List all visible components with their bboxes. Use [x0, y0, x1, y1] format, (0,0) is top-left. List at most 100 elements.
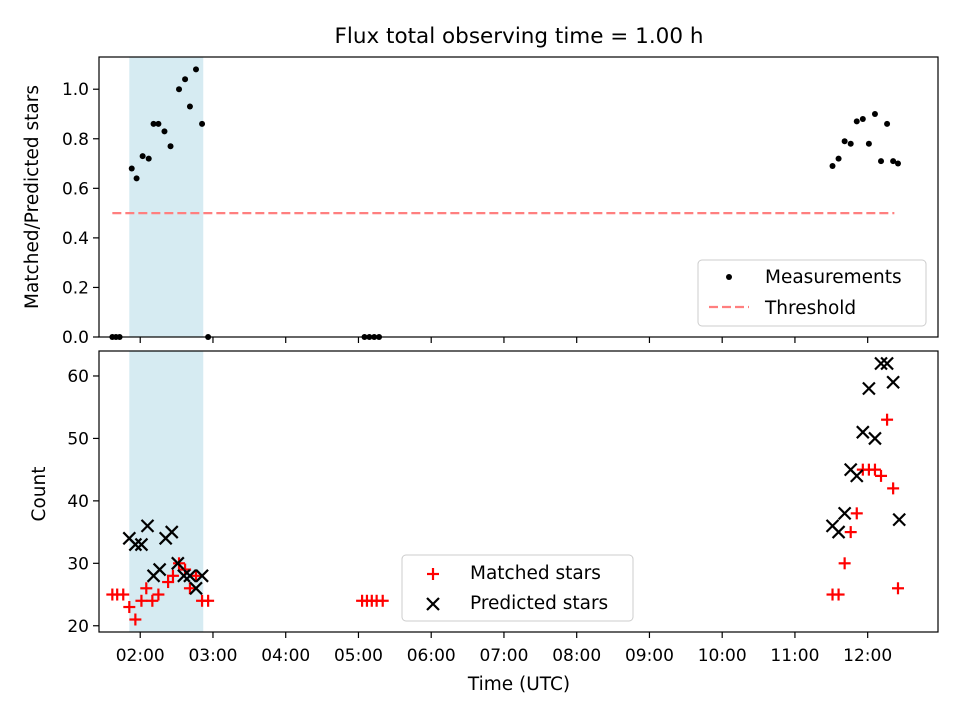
bottom-x-tick-label: 08:00	[552, 646, 601, 666]
matched-point	[129, 613, 142, 626]
matched-point	[838, 557, 851, 570]
matched-point	[183, 582, 196, 595]
bottom-panel: 20 30 40 50 60 02:00 03:00 04:00 05:00 06:00 07:0…	[29, 350, 939, 695]
predicted-point	[886, 375, 900, 390]
predicted-point	[892, 512, 906, 527]
predicted-point-b	[164, 525, 179, 539]
matched-point	[117, 588, 130, 601]
predicted-point-b	[195, 569, 209, 583]
predicted-point-b	[134, 537, 149, 552]
legend-matched-plus	[427, 568, 439, 580]
predicted-point-b	[868, 431, 882, 446]
predicted-point-b	[849, 469, 864, 483]
measurement-point	[847, 140, 854, 147]
legend-threshold-label: Threshold	[764, 298, 856, 319]
bottom-x-tick-label: 10:00	[698, 646, 747, 666]
predicted-point-b	[862, 381, 876, 396]
matched-point	[135, 594, 148, 607]
matched-point	[875, 469, 888, 482]
legend-matched-marker	[427, 568, 439, 580]
matched-point	[166, 569, 179, 582]
predicted-point	[849, 469, 864, 483]
matched-point	[832, 588, 845, 601]
top-y-tick-label: 0.4	[62, 229, 89, 249]
measurement-point	[192, 66, 199, 73]
predicted-point-b	[189, 581, 203, 596]
predicted-point-b	[837, 506, 852, 521]
predicted-point	[134, 537, 149, 552]
legend-predicted-cross	[426, 597, 440, 611]
predicted-point	[874, 356, 888, 371]
predicted-point	[856, 425, 870, 439]
bottom-x-ticks: 02:00 03:00 04:00 05:00 06:00 07:00 08:00 09:00…	[116, 632, 892, 666]
measurement-point	[878, 158, 885, 165]
measurement-point	[155, 120, 162, 127]
measurement-point	[167, 143, 174, 150]
predicted-point	[880, 356, 894, 371]
matched-point	[868, 463, 881, 476]
legend-measurements-label: Measurements	[765, 267, 902, 288]
predicted-point-b	[886, 375, 900, 390]
measurement-point	[150, 120, 157, 127]
top-y-tick-label: 0.2	[62, 278, 89, 298]
bottom-x-tick-label: 03:00	[188, 646, 237, 666]
bottom-y-tick-label: 50	[67, 429, 89, 449]
bottom-x-tick-label: 12:00	[843, 646, 892, 666]
bottom-axes-frame	[98, 350, 939, 633]
bottom-y-ticks: 20 30 40 50 60	[67, 367, 99, 637]
bottom-y-axis-label: Count	[29, 467, 50, 522]
measurement-point	[894, 160, 901, 167]
measurement-point	[128, 165, 135, 172]
matched-point	[146, 594, 159, 607]
bottom-x-tick-label: 02:00	[116, 646, 165, 666]
predicted-point-b	[128, 537, 143, 552]
measurement-point	[829, 163, 836, 170]
bottom-y-tick-label: 60	[67, 367, 89, 387]
measurement-point	[890, 158, 897, 165]
predicted-point-b	[183, 569, 197, 583]
bottom-x-tick-label: 04:00	[261, 646, 310, 666]
predicted-point-b	[825, 519, 840, 533]
bottom-y-tick-label: 20	[67, 617, 89, 637]
top-y-ticks: 0.0 0.2 0.4 0.6 0.8 1.0	[62, 80, 99, 348]
bottom-x-tick-label: 05:00	[334, 646, 383, 666]
predicted-point-b	[140, 519, 155, 533]
top-legend-box	[697, 259, 927, 327]
bottom-marks	[106, 356, 906, 626]
top-y-axis-label: Matched/Predicted stars	[22, 85, 43, 309]
predicted-point-b	[152, 562, 167, 577]
measurement-point	[176, 86, 183, 93]
matched-point	[123, 601, 136, 614]
bottom-x-tick-label: 11:00	[770, 646, 819, 666]
matched-point	[881, 413, 894, 426]
bottom-x-tick-label: 09:00	[625, 646, 674, 666]
predicted-point-b	[122, 531, 137, 546]
predicted-point	[171, 556, 185, 571]
top-y-tick-label: 0.8	[62, 130, 89, 150]
predicted-point-b	[874, 356, 888, 371]
top-y-tick-label: 0.0	[62, 328, 89, 348]
measurement-point	[139, 153, 146, 160]
predicted-point	[183, 569, 197, 583]
measurement-point	[884, 120, 891, 127]
measurement-point	[865, 140, 872, 147]
chart-title: Flux total observing time = 1.00 h	[335, 24, 704, 49]
top-axes-frame	[98, 56, 939, 338]
measurement-point	[133, 175, 140, 182]
measurement-point	[859, 115, 866, 122]
observing-window-shade-top	[129, 57, 204, 337]
predicted-point	[152, 562, 167, 577]
bottom-legend-box	[401, 554, 634, 622]
matched-point	[140, 582, 153, 595]
predicted-point-b	[856, 425, 870, 439]
predicted-point-b	[177, 569, 191, 583]
matched-point	[891, 582, 904, 595]
top-y-tick-label: 0.6	[62, 179, 89, 199]
observing-window-shade-bottom	[129, 351, 204, 632]
top-y-tick-label: 1.0	[62, 80, 89, 100]
measurement-point	[841, 138, 848, 145]
matched-point	[887, 482, 900, 495]
bottom-y-tick-label: 30	[67, 554, 89, 574]
matched-point	[844, 526, 857, 539]
